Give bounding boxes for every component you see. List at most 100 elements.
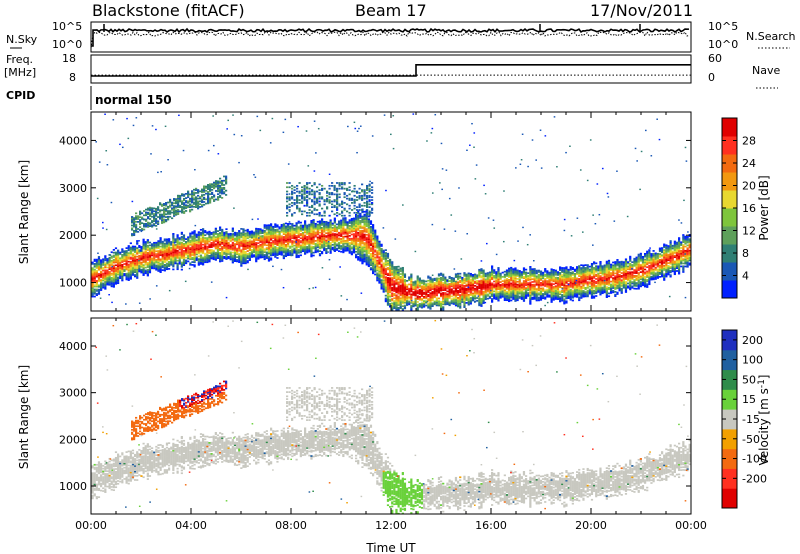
power-cell xyxy=(321,235,324,238)
power-cell xyxy=(168,242,171,245)
power-cell xyxy=(493,286,496,289)
power-cell xyxy=(225,228,228,231)
power-cell xyxy=(352,227,356,230)
power-cell xyxy=(121,271,124,273)
power-cell xyxy=(182,258,186,261)
power-cell xyxy=(127,275,130,277)
power-cell xyxy=(573,275,577,278)
power-cell xyxy=(289,252,292,255)
power-cell xyxy=(340,250,343,253)
power-cell xyxy=(391,282,394,285)
power-cell xyxy=(499,295,502,298)
power-cell xyxy=(499,292,502,295)
power-cell xyxy=(531,278,534,280)
power-cell xyxy=(497,267,500,269)
power-cell xyxy=(227,236,230,238)
power-cell xyxy=(463,272,466,274)
power-cell xyxy=(274,223,277,226)
power-cell xyxy=(518,277,521,279)
power-cell xyxy=(214,227,217,230)
power-cell xyxy=(491,285,494,288)
power-cell xyxy=(590,289,594,292)
power-cell xyxy=(185,252,188,255)
power-cell xyxy=(159,264,162,266)
power-cell xyxy=(185,246,188,249)
power-cell xyxy=(367,255,370,258)
power-cell xyxy=(393,303,396,305)
power-cell xyxy=(318,236,322,238)
power-cell xyxy=(386,278,390,281)
power-cell xyxy=(465,273,468,276)
power-cell xyxy=(546,277,549,280)
power-cell xyxy=(376,245,379,248)
power-cell xyxy=(510,274,513,276)
power-cell xyxy=(314,245,317,248)
power-cell xyxy=(514,290,517,292)
power-cell xyxy=(293,250,296,253)
power-cell xyxy=(556,281,560,283)
power-cell xyxy=(340,229,343,232)
power-cell xyxy=(255,234,258,237)
power-cell xyxy=(95,288,98,291)
power-cell xyxy=(127,257,130,260)
power-cell xyxy=(393,305,396,308)
power-cell xyxy=(516,269,519,272)
power-cell xyxy=(495,286,498,289)
power-cell xyxy=(554,296,557,299)
power-cell xyxy=(397,281,400,284)
power-cell xyxy=(257,242,260,245)
power-cell xyxy=(559,283,562,286)
power-cell xyxy=(378,267,381,270)
power-cell xyxy=(276,252,279,255)
power-cell xyxy=(233,240,237,243)
power-cell xyxy=(514,295,517,298)
power-cell xyxy=(187,239,190,241)
power-cell xyxy=(435,287,438,290)
power-cell xyxy=(384,280,387,283)
power-cell xyxy=(312,230,315,233)
power-cell xyxy=(108,281,111,283)
power-cell xyxy=(136,255,139,258)
power-cell xyxy=(350,237,353,240)
noise-ytick-e0: 10^0 xyxy=(52,38,82,51)
power-cell xyxy=(242,233,245,236)
power-cell xyxy=(533,268,536,270)
power-cell xyxy=(157,260,160,262)
power-cell xyxy=(304,235,307,238)
power-cell xyxy=(255,257,258,260)
power-cell xyxy=(202,260,205,263)
power-cell xyxy=(221,251,224,254)
power-cell xyxy=(399,297,402,300)
power-cell xyxy=(550,276,553,279)
power-cell xyxy=(174,253,177,256)
power-cell xyxy=(590,265,594,268)
power-cell xyxy=(155,244,158,247)
power-cell xyxy=(114,258,118,261)
power-cell xyxy=(367,244,370,246)
power-cell xyxy=(476,280,479,282)
power-cell xyxy=(369,262,373,265)
power-cell xyxy=(314,232,317,235)
power-cell xyxy=(550,279,553,282)
power-cell xyxy=(210,236,213,239)
power-cell xyxy=(191,244,194,246)
power-cell xyxy=(125,272,128,275)
power-cell xyxy=(588,285,591,288)
nsearch-line xyxy=(90,31,690,49)
power-cell xyxy=(108,259,111,262)
power-cell xyxy=(263,241,266,244)
power-cell xyxy=(263,225,266,228)
power-cell xyxy=(497,272,500,275)
power-cell xyxy=(212,242,215,245)
power-cell xyxy=(482,275,485,277)
power-cell xyxy=(225,258,228,260)
power-cell xyxy=(454,293,458,295)
power-cell xyxy=(168,262,171,265)
power-cell xyxy=(335,223,339,226)
power-cell xyxy=(386,288,390,291)
power-cell xyxy=(546,284,549,287)
power-cell xyxy=(437,280,441,283)
power-cell xyxy=(495,276,498,279)
power-cell xyxy=(367,263,370,266)
power-cell xyxy=(535,269,538,272)
